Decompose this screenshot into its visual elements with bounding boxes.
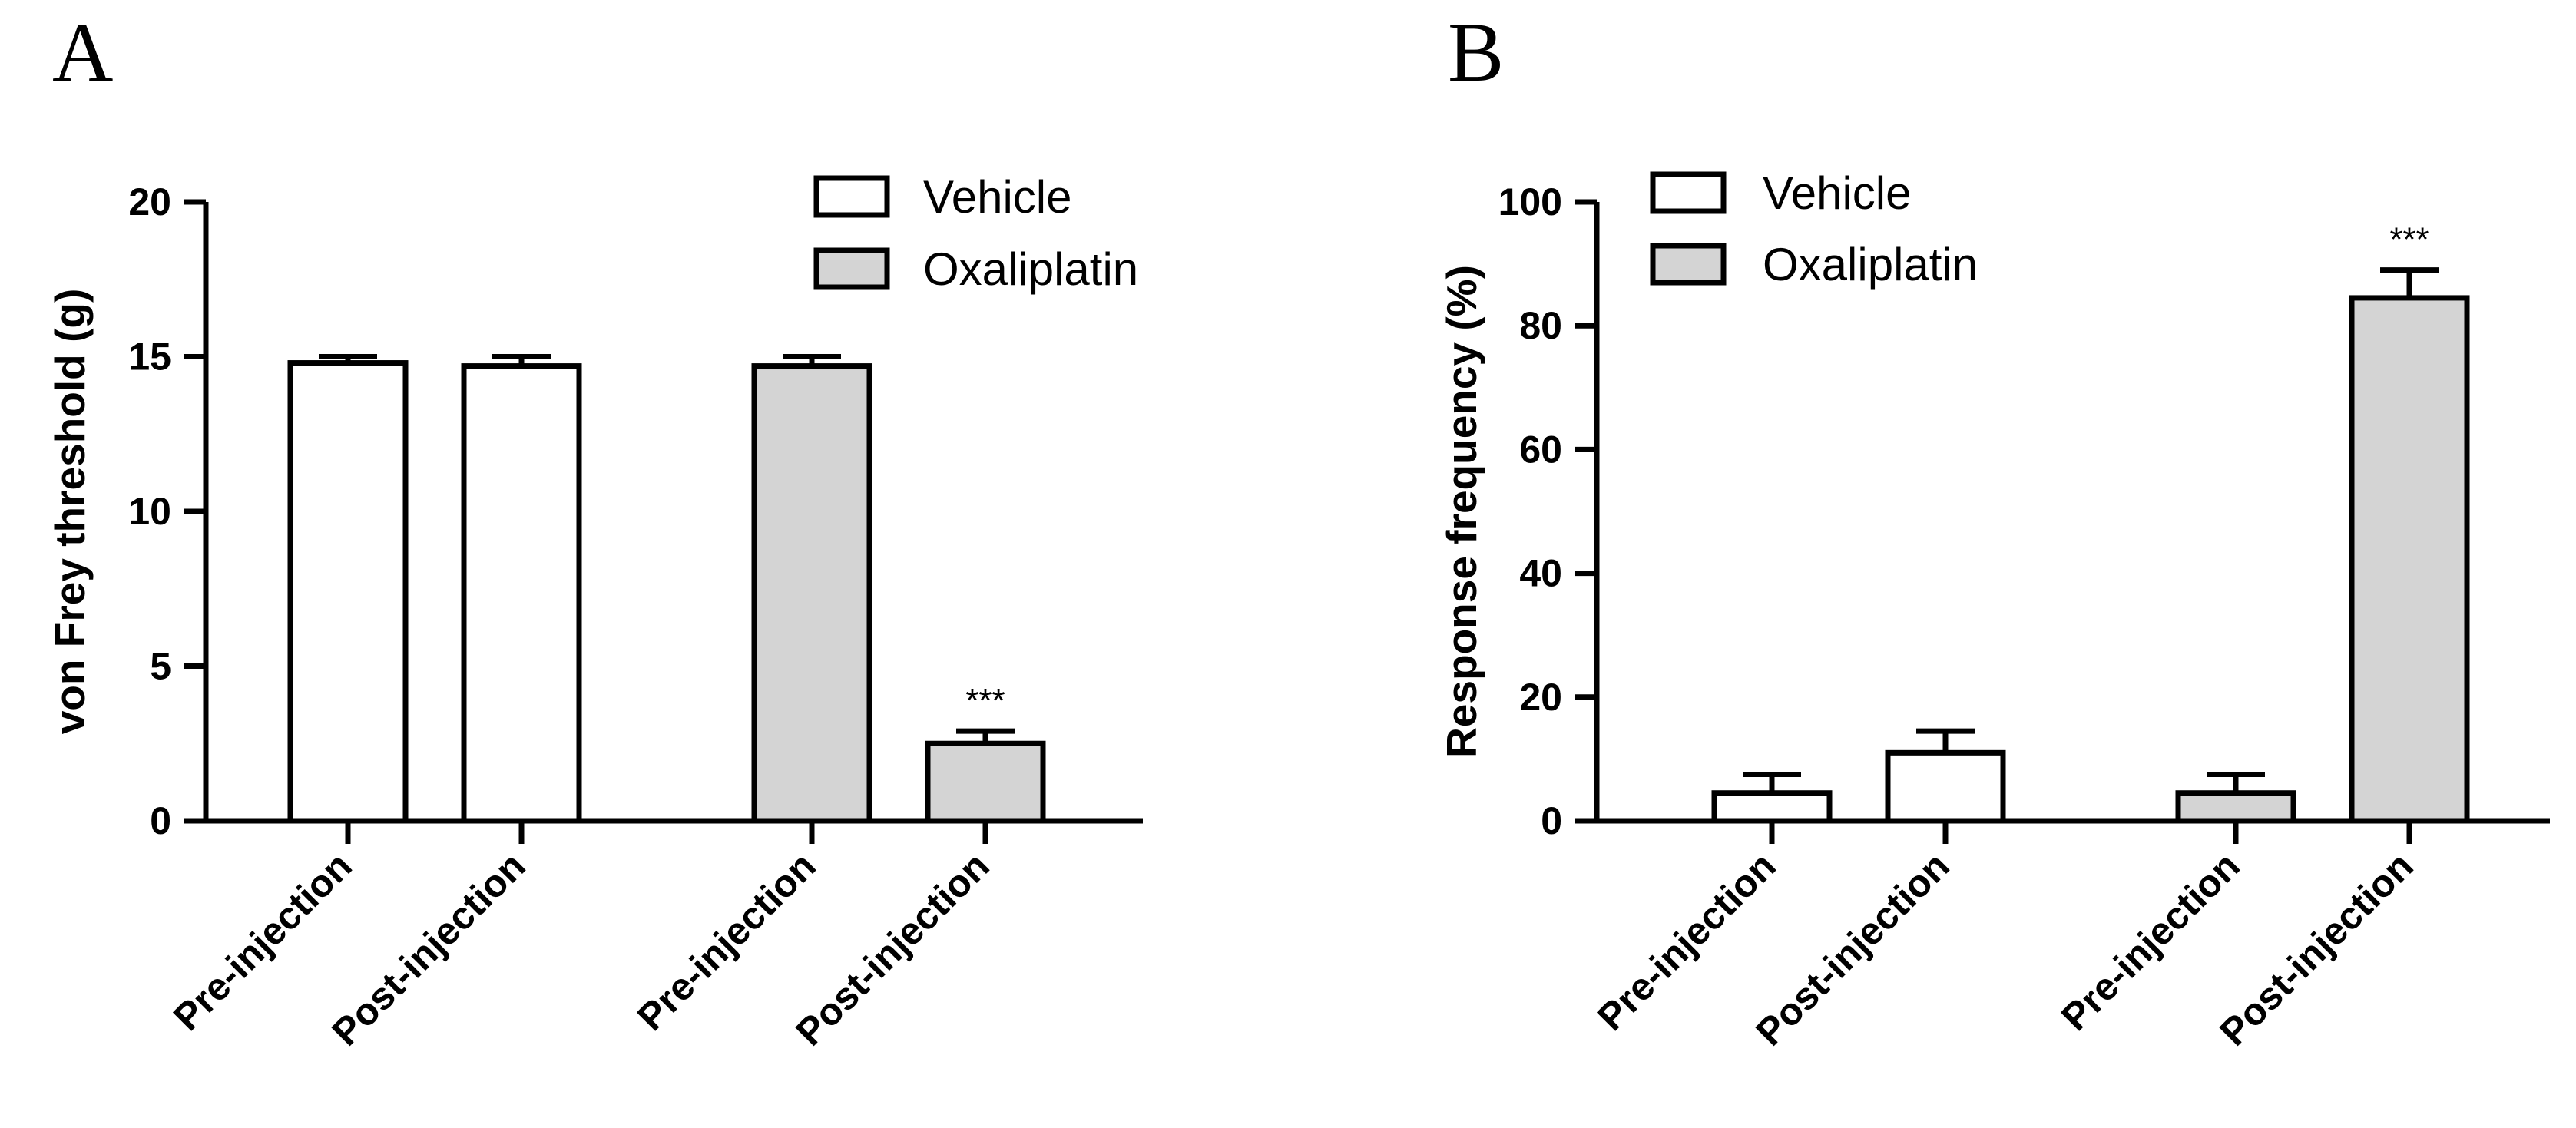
chart-panel-a: 0 5 10 15 20 von Frey threshold (g) Pre-inject… [46,171,1143,1054]
legend-swatch-vehicle [1650,171,1727,214]
y-tick-label: 60 [1519,428,1562,471]
bar-vehicle [461,363,582,824]
legend-label-oxaliplatin: Oxaliplatin [1763,239,1978,290]
y-tick-label: 5 [150,645,171,688]
y-tick-label: 20 [1519,676,1562,719]
bar-oxaliplatin [925,740,1046,824]
x-category-label: Pre-injection [1589,844,1784,1039]
legend-label-oxaliplatin: Oxaliplatin [923,243,1138,295]
bar-oxaliplatin [751,363,872,824]
significance-marker: *** [2389,221,2429,259]
y-tick-label: 10 [128,490,171,533]
legend-swatch-oxaliplatin [1650,243,1727,286]
y-axis-label: von Frey threshold (g) [46,289,94,735]
bar-oxaliplatin [2175,790,2296,824]
legend-label-vehicle: Vehicle [1763,167,1911,219]
legend-swatch-oxaliplatin [813,247,890,290]
panel-label-a: A [52,5,113,99]
legend-label-vehicle: Vehicle [923,171,1071,223]
x-category-label: Pre-injection [165,844,360,1039]
panel-label-b: B [1448,5,1504,99]
x-category-label: Pre-injection [629,844,824,1039]
y-tick-label: 0 [1541,799,1562,842]
x-category-label: Pre-injection [2053,844,2248,1039]
y-tick-label: 15 [128,336,171,379]
y-tick-label: 40 [1519,552,1562,595]
y-tick-label: 80 [1519,304,1562,347]
bar-oxaliplatin [2349,295,2470,824]
bar-vehicle [1885,749,2006,824]
y-tick-label: 20 [128,180,171,223]
bar-vehicle [287,360,409,824]
chart-panel-b: 0 20 40 60 80 100 Response frequency (%) Pre-in… [1438,167,2550,1054]
y-tick-label: 100 [1498,180,1562,223]
y-axis-label: Response frequency (%) [1438,265,1485,758]
legend-swatch-vehicle [813,175,890,218]
significance-marker: *** [965,682,1005,719]
y-tick-label: 0 [150,799,171,842]
bar-vehicle [1711,790,1833,824]
